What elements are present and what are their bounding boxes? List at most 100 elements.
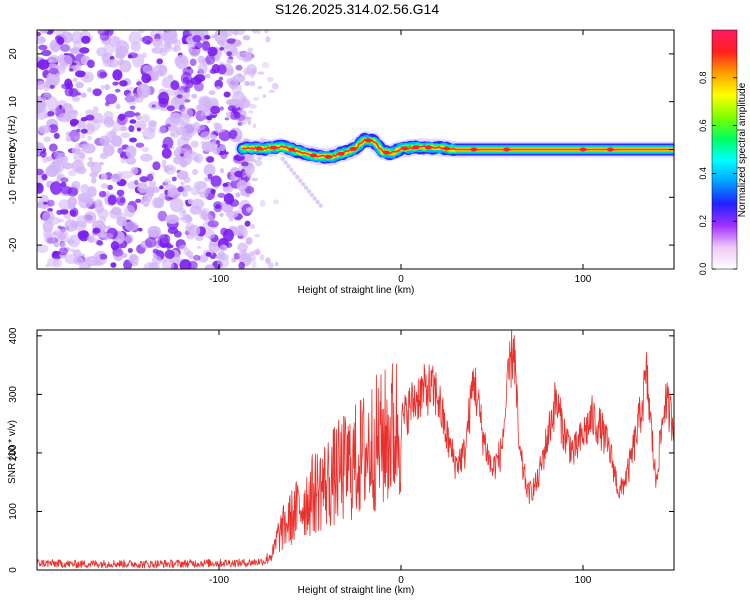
noise-blob xyxy=(254,159,263,167)
noise-blob xyxy=(87,59,95,69)
signal-peak-spot xyxy=(470,147,478,152)
noise-blob xyxy=(116,195,126,206)
noise-blob xyxy=(48,67,59,75)
colorbar-frame xyxy=(711,29,738,270)
noise-blob xyxy=(143,192,152,203)
noise-blob xyxy=(78,133,86,139)
noise-blob xyxy=(141,114,150,123)
colorbar-label: Normalized spectral amplitude xyxy=(737,82,748,217)
noise-blob xyxy=(66,110,79,119)
noise-blob xyxy=(91,177,97,184)
noise-blob xyxy=(103,119,109,124)
noise-blob xyxy=(107,194,117,206)
spectrogram-y-tick-label: -20 xyxy=(8,237,19,252)
colorbar-tick-label: 0.8 xyxy=(698,72,708,85)
noise-blob xyxy=(105,93,118,105)
noise-blob xyxy=(60,181,67,188)
snr-frame xyxy=(36,329,675,571)
spectrogram-y-tick-label: 20 xyxy=(8,48,19,60)
snr-x-label: Height of straight line (km) xyxy=(298,585,415,596)
noise-blob xyxy=(119,80,128,87)
noise-blob xyxy=(183,86,191,93)
noise-blob xyxy=(46,71,60,87)
noise-blob xyxy=(243,184,248,189)
noise-blob xyxy=(165,214,180,224)
noise-blob xyxy=(37,80,46,90)
noise-blob xyxy=(137,227,143,232)
signal-peak-spot xyxy=(288,147,296,152)
noise-blob xyxy=(112,81,119,86)
noise-blob xyxy=(164,249,175,259)
noise-blob xyxy=(184,99,191,103)
noise-blob xyxy=(37,59,50,70)
noise-blob xyxy=(104,84,110,91)
noise-blob xyxy=(114,88,121,93)
noise-blob xyxy=(303,185,309,190)
noise-blob xyxy=(193,181,207,189)
spectrogram-x-tick-label: 0 xyxy=(398,274,404,285)
noise-blob xyxy=(190,198,205,210)
snr-y-tick-label: 300 xyxy=(8,386,19,403)
noise-blob xyxy=(239,104,245,110)
noise-blob xyxy=(190,140,199,148)
noise-blob xyxy=(148,180,157,188)
noise-blob xyxy=(245,193,251,198)
signal-peak-spot xyxy=(412,145,420,150)
signal-peak-spot xyxy=(364,138,372,143)
noise-blob xyxy=(198,124,206,131)
noise-blob xyxy=(248,163,253,170)
noise-blob xyxy=(242,35,251,41)
noise-blob xyxy=(97,208,109,219)
noise-blob xyxy=(120,157,127,164)
noise-blob xyxy=(249,81,256,87)
noise-blob xyxy=(134,179,139,185)
signal-peak-spot xyxy=(382,150,390,155)
noise-blob xyxy=(268,89,275,94)
noise-blob xyxy=(37,168,44,176)
noise-blob xyxy=(214,55,221,63)
noise-blob xyxy=(214,186,219,189)
snr-y-tick-label: 100 xyxy=(8,503,19,520)
noise-blob xyxy=(194,74,206,83)
noise-blob xyxy=(128,253,139,265)
noise-blob xyxy=(125,156,137,165)
noise-blob xyxy=(271,82,279,90)
noise-blob xyxy=(104,101,110,107)
colorbar-tick-label: 0.4 xyxy=(698,167,708,180)
noise-blob xyxy=(204,73,211,79)
noise-blob xyxy=(67,239,75,245)
noise-blob xyxy=(116,189,125,197)
noise-blob xyxy=(124,234,134,244)
noise-blob xyxy=(244,51,253,56)
noise-blob xyxy=(298,178,303,183)
noise-blob xyxy=(244,186,255,194)
noise-blob xyxy=(76,119,86,129)
noise-blob xyxy=(172,46,178,53)
noise-blob xyxy=(245,207,252,212)
noise-blob xyxy=(318,203,323,208)
noise-blob xyxy=(267,262,274,269)
noise-blob xyxy=(219,47,225,51)
noise-blob xyxy=(219,144,226,152)
noise-blob xyxy=(214,30,228,44)
noise-blob xyxy=(70,31,84,44)
signal-peak-spot xyxy=(503,147,511,152)
noise-blob xyxy=(83,211,97,224)
noise-blob xyxy=(234,170,244,178)
noise-blob xyxy=(151,46,163,54)
noise-blob xyxy=(169,197,184,213)
noise-blob xyxy=(58,247,68,256)
noise-blob xyxy=(192,155,200,162)
noise-blob xyxy=(72,77,78,83)
noise-blob xyxy=(201,41,211,51)
noise-blob xyxy=(210,134,217,140)
noise-blob xyxy=(219,168,225,174)
signal-peak-spot xyxy=(350,146,358,151)
noise-blob xyxy=(160,43,173,53)
noise-blob xyxy=(235,135,242,141)
noise-blob xyxy=(130,166,139,175)
noise-blob xyxy=(37,182,44,194)
noise-blob xyxy=(265,36,271,43)
noise-blob xyxy=(138,30,145,34)
noise-blob xyxy=(37,36,46,45)
